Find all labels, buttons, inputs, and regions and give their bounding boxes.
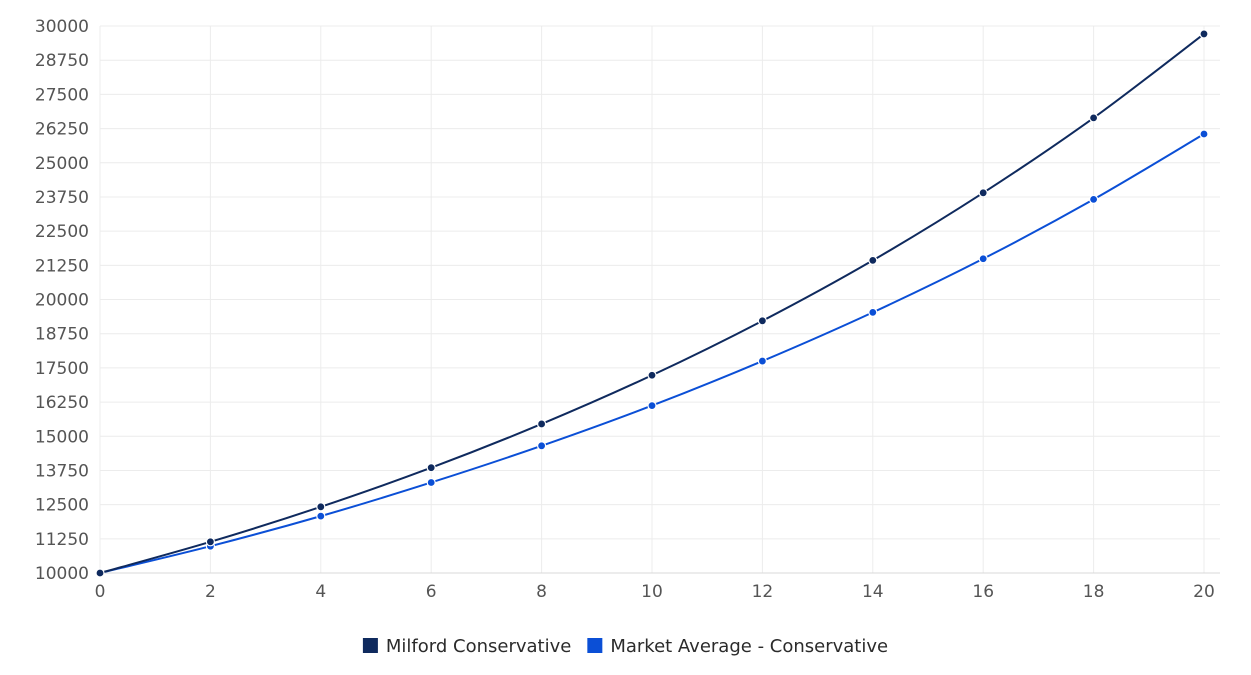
y-tick-label: 21250: [35, 256, 89, 276]
legend-swatch: [362, 638, 378, 653]
data-point[interactable]: [536, 441, 547, 451]
series-lines: [95, 29, 1209, 578]
series-line: [99, 133, 1205, 574]
legend-item[interactable]: Market Average - Conservative: [587, 636, 888, 657]
data-point[interactable]: [205, 537, 215, 547]
data-point[interactable]: [1088, 194, 1099, 204]
gridlines: [99, 25, 1220, 574]
data-point[interactable]: [1199, 129, 1209, 139]
y-tick-label: 22500: [35, 222, 89, 242]
data-point[interactable]: [978, 254, 988, 264]
x-tick-label: 14: [862, 582, 884, 602]
x-tick-label: 6: [426, 582, 437, 602]
y-tick-label: 25000: [35, 154, 89, 174]
y-tick-label: 30000: [35, 17, 89, 37]
data-point[interactable]: [95, 568, 105, 578]
y-tick-label: 13750: [35, 461, 89, 481]
data-point[interactable]: [757, 316, 768, 326]
data-point[interactable]: [316, 511, 326, 521]
y-tick-label: 17500: [35, 359, 89, 379]
x-tick-label: 20: [1193, 582, 1215, 602]
x-tick-label: 10: [641, 582, 663, 602]
y-tick-label: 28750: [35, 51, 89, 71]
y-tick-label: 27500: [35, 85, 89, 105]
series-line: [99, 33, 1205, 574]
x-tick-label: 12: [752, 582, 774, 602]
y-tick-label: 11250: [35, 530, 89, 550]
legend-item[interactable]: Milford Conservative: [362, 636, 571, 657]
data-point[interactable]: [426, 463, 436, 473]
y-tick-label: 26250: [35, 120, 89, 140]
legend: Milford Conservative Market Average - Con…: [362, 636, 888, 657]
data-point[interactable]: [316, 502, 326, 512]
y-tick-label: 10000: [35, 564, 89, 584]
x-tick-label: 16: [972, 582, 994, 602]
legend-label: Market Average - Conservative: [610, 636, 888, 657]
data-point[interactable]: [868, 307, 878, 317]
y-tick-label: 16250: [35, 393, 89, 413]
y-tick-label: 18750: [35, 325, 89, 345]
data-point[interactable]: [1199, 29, 1209, 39]
y-tick-label: 12500: [35, 496, 89, 516]
data-point[interactable]: [647, 401, 657, 411]
axes: 10000 11250 12500 13750 15000 16250 17500 18750…: [35, 17, 1220, 602]
x-tick-label: 0: [95, 582, 106, 602]
legend-swatch: [587, 638, 603, 653]
data-point[interactable]: [647, 370, 657, 380]
data-point[interactable]: [757, 356, 768, 366]
data-point[interactable]: [868, 255, 878, 265]
data-point[interactable]: [426, 477, 436, 488]
y-tick-label: 23750: [35, 188, 89, 208]
data-point[interactable]: [1088, 113, 1099, 123]
x-tick-label: 8: [536, 582, 547, 602]
x-tick-label: 4: [315, 582, 326, 602]
y-tick-label: 20000: [35, 291, 89, 311]
series-0: [95, 29, 1209, 578]
y-tick-label: 15000: [35, 427, 89, 447]
data-point[interactable]: [978, 188, 988, 198]
x-tick-label: 18: [1083, 582, 1105, 602]
x-tick-label: 2: [205, 582, 216, 602]
legend-label: Milford Conservative: [386, 636, 571, 657]
data-point[interactable]: [536, 419, 547, 429]
